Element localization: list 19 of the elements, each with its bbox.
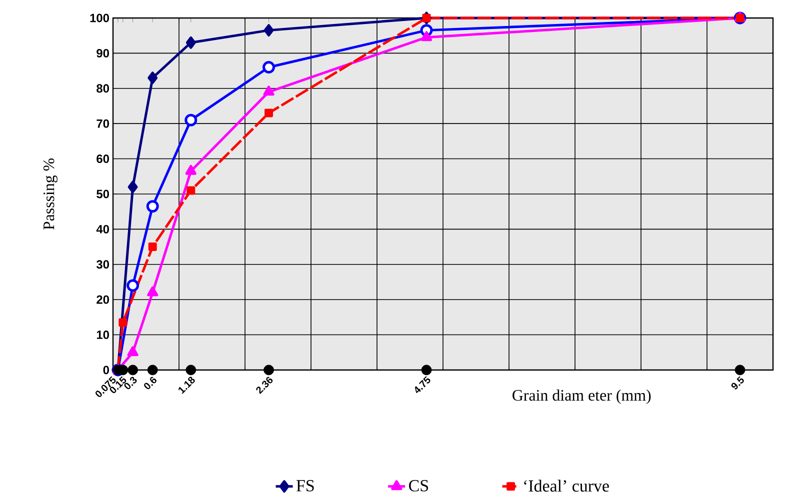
y-tick-label: 50	[96, 190, 109, 198]
y-tick-label: 30	[96, 260, 109, 269]
y-tick-label: 70	[96, 119, 109, 128]
y-axis-title: Passsing %	[43, 158, 58, 230]
x-tick-label: 0.3	[124, 376, 137, 390]
legend-label: CS	[409, 480, 428, 492]
y-tick-label: 60	[96, 154, 109, 164]
legend-label: FS	[296, 480, 314, 492]
x-axis-title: Grain diam eter (mm)	[512, 390, 651, 404]
y-tick-label: 40	[96, 224, 109, 234]
x-tick-label: 0.6	[144, 376, 156, 390]
x-tick-label: 9.5	[731, 376, 744, 390]
y-tick-label: 90	[96, 48, 109, 58]
y-tick-label: 20	[96, 295, 109, 304]
y-tick-label: 10	[96, 330, 109, 340]
legend-label: ‘Ideal’ curve	[524, 480, 609, 492]
y-tick-label: 80	[96, 84, 109, 93]
y-tick-label: 0	[103, 366, 109, 374]
y-tick-label: 100	[90, 14, 109, 22]
